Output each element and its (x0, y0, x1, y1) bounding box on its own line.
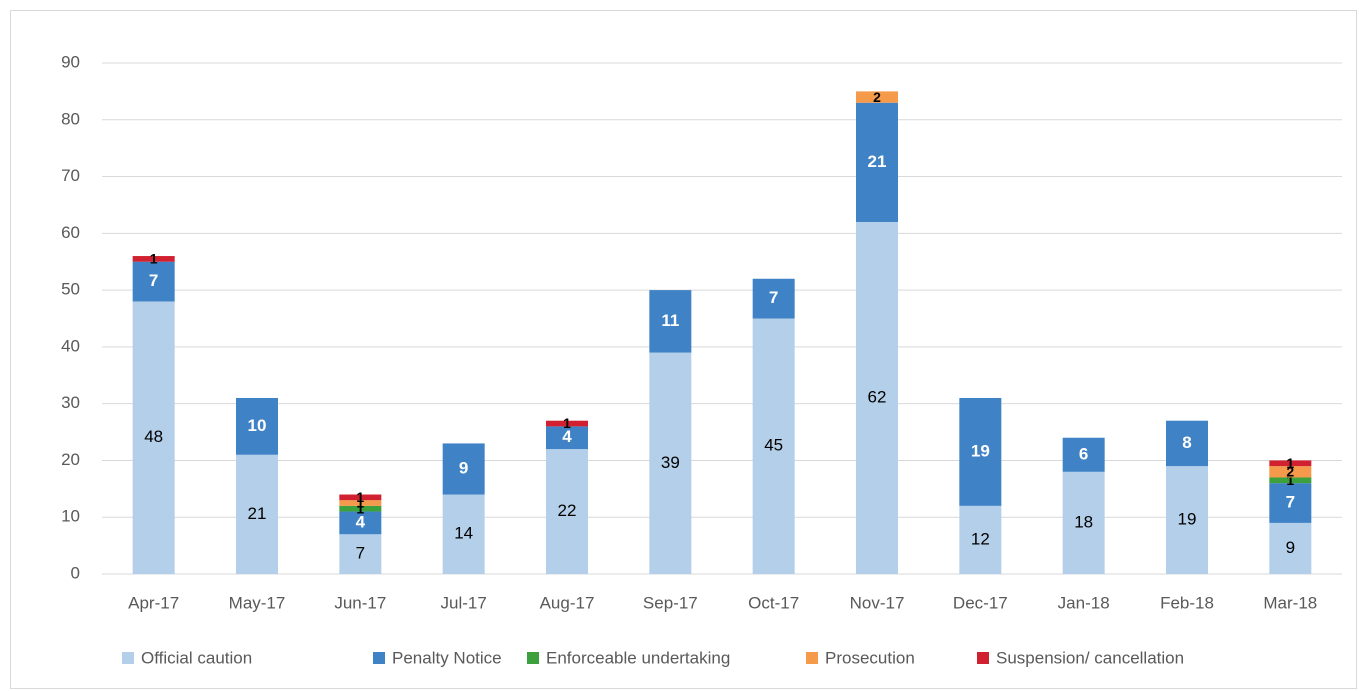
bar-segment (1166, 420, 1208, 467)
bar-segment (856, 91, 898, 103)
bar-segment (1062, 471, 1105, 574)
bar-segment (959, 505, 1002, 574)
data-label: 19 (1178, 510, 1197, 529)
data-label: 4 (356, 512, 366, 531)
bar-segment (546, 426, 588, 450)
legend-swatch (373, 652, 385, 664)
data-label: 1 (563, 415, 571, 431)
x-tick-label: Apr-17 (128, 593, 179, 612)
bar-segment (132, 301, 175, 574)
legend-swatch (977, 652, 989, 664)
bar-segment (132, 256, 175, 262)
data-label: 2 (1286, 464, 1294, 480)
bar-segment (339, 505, 382, 512)
x-tick-label: Dec-17 (953, 593, 1008, 612)
bar-segment (546, 420, 588, 427)
legend-swatch (122, 652, 134, 664)
data-label: 1 (1286, 472, 1294, 488)
legend-swatch (806, 652, 818, 664)
x-tick-label: May-17 (229, 593, 286, 612)
x-tick-label: Jan-18 (1058, 593, 1110, 612)
bar-segment (339, 494, 382, 501)
data-label: 1 (356, 489, 364, 505)
bar-segment (649, 352, 692, 574)
data-label: 62 (868, 387, 887, 406)
bar-segment (1269, 460, 1312, 467)
bar-segment (649, 290, 692, 353)
bar-segment (132, 261, 175, 302)
y-tick-label: 20 (61, 450, 80, 469)
data-label: 10 (248, 416, 267, 435)
y-tick-label: 90 (61, 52, 80, 71)
legend-label: Prosecution (825, 648, 915, 667)
y-tick-label: 70 (61, 166, 80, 185)
data-label: 1 (150, 251, 158, 267)
data-label: 9 (459, 458, 468, 477)
data-label: 7 (149, 271, 158, 290)
bar-segment (959, 397, 1002, 506)
bar-segment (546, 449, 588, 574)
bar-segment (856, 221, 898, 574)
legend-label: Enforceable undertaking (546, 648, 730, 667)
data-label: 39 (661, 453, 680, 472)
x-tick-label: Feb-18 (1160, 593, 1214, 612)
legend-swatch (527, 652, 539, 664)
data-label: 6 (1079, 444, 1088, 463)
bar-segment (856, 102, 898, 222)
data-label: 22 (558, 501, 577, 520)
x-tick-label: Mar-18 (1263, 593, 1317, 612)
data-label: 9 (1286, 538, 1295, 557)
y-tick-label: 40 (61, 336, 80, 355)
x-tick-label: Sep-17 (643, 593, 698, 612)
bar-segment (339, 511, 382, 535)
x-tick-label: Jun-17 (334, 593, 386, 612)
legend-label: Suspension/ cancellation (996, 648, 1184, 667)
bar-segment (1269, 522, 1312, 574)
bar-segment (1166, 466, 1208, 574)
y-tick-label: 60 (61, 223, 80, 242)
bar-segment (1269, 466, 1312, 478)
bar-segment (752, 278, 795, 319)
bar-segment (1062, 437, 1105, 472)
bar-segment (442, 494, 485, 574)
data-label: 1 (356, 500, 364, 516)
data-label: 4 (562, 427, 572, 446)
bar-segment (1269, 483, 1312, 523)
data-label: 19 (971, 441, 990, 460)
data-label: 45 (764, 436, 783, 455)
y-tick-label: 0 (71, 563, 80, 582)
bar-segment (339, 534, 382, 574)
y-tick-label: 80 (61, 109, 80, 128)
x-tick-label: Nov-17 (850, 593, 905, 612)
legend-label: Official caution (141, 648, 252, 667)
y-tick-label: 10 (61, 507, 80, 526)
legend-label: Penalty Notice (392, 648, 502, 667)
bar-segment (442, 443, 485, 495)
data-label: 12 (971, 529, 990, 548)
data-label: 7 (1286, 493, 1295, 512)
data-label: 18 (1074, 512, 1093, 531)
data-label: 7 (356, 544, 365, 563)
x-tick-label: Oct-17 (748, 593, 799, 612)
bar-segment (236, 454, 278, 574)
data-label: 14 (454, 524, 473, 543)
data-label: 1 (1286, 455, 1294, 471)
data-label: 1 (356, 495, 364, 511)
y-tick-label: 50 (61, 280, 80, 299)
bar-segment (1269, 477, 1312, 484)
bar-segment (339, 500, 382, 506)
x-tick-label: Aug-17 (540, 593, 595, 612)
data-label: 48 (144, 427, 163, 446)
y-tick-label: 30 (61, 393, 80, 412)
x-tick-label: Jul-17 (441, 593, 487, 612)
data-label: 8 (1182, 433, 1191, 452)
bar-segment (752, 318, 795, 574)
data-label: 21 (868, 152, 887, 171)
data-label: 11 (661, 311, 679, 330)
data-label: 7 (769, 288, 778, 307)
data-label: 21 (248, 504, 267, 523)
bar-segment (236, 397, 278, 455)
data-label: 2 (873, 89, 881, 105)
